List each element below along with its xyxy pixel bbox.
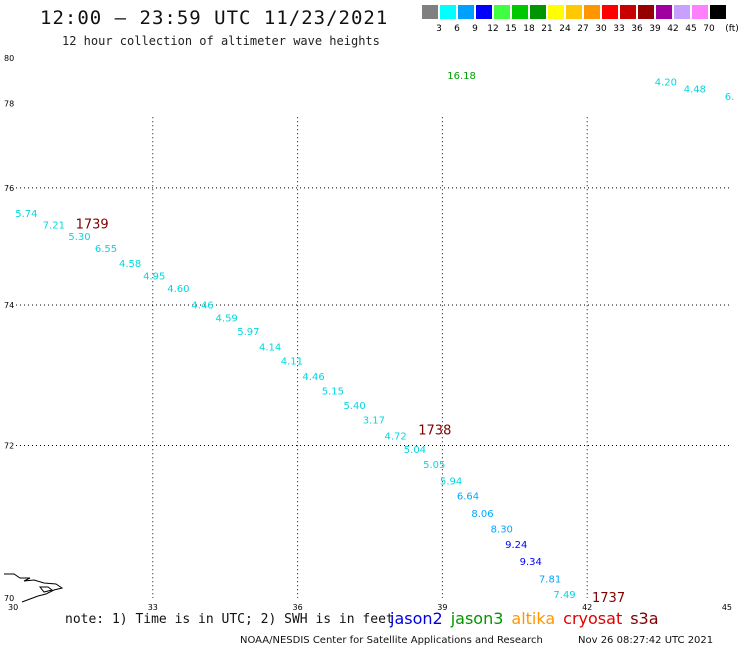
legend-swatch (656, 5, 672, 19)
legend-swatch (530, 5, 546, 19)
lon-tick-label: 39 (437, 603, 447, 612)
lat-tick-label: 80 (4, 54, 14, 63)
legend-label: 18 (523, 24, 535, 34)
map-grid (16, 117, 732, 598)
legend-swatch (692, 5, 708, 19)
swh-value: 5.05 (423, 460, 445, 471)
swh-value: 4.48 (684, 84, 706, 95)
legend-swatch (548, 5, 564, 19)
swh-value: 8.30 (491, 524, 513, 535)
legend-label: 42 (667, 24, 679, 34)
lon-tick-label: 42 (582, 603, 592, 612)
legend-swatch (674, 5, 690, 19)
pass-time-label: 1738 (418, 423, 451, 438)
legend-swatch (638, 5, 654, 19)
lat-tick-label: 78 (4, 99, 14, 108)
legend-unit: (ft) (725, 24, 739, 34)
swh-value: 7.49 (553, 590, 575, 601)
swh-value: 4.60 (167, 284, 189, 295)
lon-tick-label: 33 (148, 603, 158, 612)
legend-label: 21 (541, 24, 553, 34)
observation-labels: 16.184.204.486.5.747.215.306.554.584.954… (15, 71, 734, 601)
swh-value: 4.46 (302, 372, 324, 383)
legend-label: 3 (436, 24, 442, 34)
swh-value: 5.74 (15, 209, 37, 220)
lat-tick-label: 74 (4, 301, 14, 310)
legend-swatch (602, 5, 618, 19)
credit-line: NOAA/NESDIS Center for Satellite Applica… (240, 635, 543, 646)
swh-value: 9.34 (520, 557, 542, 568)
pass-time-label: 1739 (76, 217, 109, 232)
lon-tick-label: 45 (722, 603, 732, 612)
swh-value: 5.04 (404, 445, 426, 456)
map-title: 12:00 — 23:59 UTC 11/23/2021 (40, 7, 389, 29)
swh-value: 7.81 (539, 575, 561, 586)
swh-value: 4.58 (119, 259, 141, 270)
swh-value: 5.94 (440, 476, 462, 487)
legend-label: 33 (613, 24, 625, 34)
legend-label: 39 (649, 24, 661, 34)
lat-tick-label: 72 (4, 441, 14, 450)
swh-value: 4.95 (143, 271, 165, 282)
map-subtitle: 12 hour collection of altimeter wave hei… (62, 34, 380, 48)
swh-value: 9.24 (505, 540, 527, 551)
legend-swatch (620, 5, 636, 19)
legend-swatch (476, 5, 492, 19)
legend-swatch (422, 5, 438, 19)
swh-value: 5.30 (68, 232, 90, 243)
swh-value: 4.14 (259, 343, 281, 354)
legend-label: 27 (577, 24, 589, 34)
legend-label: 15 (505, 24, 517, 34)
axis-labels: 30 33 36 39 42 45 70 72 74 76 78 80 (4, 54, 732, 612)
legend-label: 30 (595, 24, 607, 34)
satellite-name: s3a (630, 609, 659, 628)
legend-label: 45 (685, 24, 697, 34)
swh-value: 4.20 (655, 77, 677, 88)
satellite-name: jason2 (390, 609, 443, 628)
footer-note: note: 1) Time is in UTC; 2) SWH is in fe… (65, 612, 394, 627)
lat-tick-label: 76 (4, 184, 14, 193)
legend-swatch (710, 5, 726, 19)
swh-value: 4.59 (216, 314, 238, 325)
satellite-name: altika (511, 609, 556, 628)
legend-swatch (440, 5, 456, 19)
lon-tick-label: 36 (293, 603, 303, 612)
satellite-name: jason3 (450, 609, 504, 628)
time-marks: 1739 1738 1737 (76, 217, 626, 605)
legend-label: 12 (487, 24, 499, 34)
swh-value: 5.40 (343, 401, 365, 412)
legend-label: 9 (472, 24, 478, 34)
legend-swatch (584, 5, 600, 19)
swh-value: 6.64 (457, 492, 479, 503)
swh-value: 8.06 (471, 509, 493, 520)
swh-value: 3.17 (363, 415, 385, 426)
swh-value: 4.11 (281, 357, 303, 368)
swh-value: 4.72 (384, 432, 406, 443)
swh-value: 6.55 (95, 244, 117, 255)
lat-tick-label: 70 (4, 594, 14, 603)
legend-swatch (494, 5, 510, 19)
swh-value: 4.46 (191, 300, 213, 311)
swh-value: 6. (725, 92, 735, 103)
swh-value: 5.15 (322, 386, 344, 397)
legend-swatch (458, 5, 474, 19)
legend-label: 24 (559, 24, 571, 34)
satellite-name: cryosat (563, 609, 623, 628)
swh-value: 16.18 (447, 71, 476, 82)
generated-timestamp: Nov 26 08:27:42 UTC 2021 (578, 635, 714, 646)
swh-value: 5.97 (237, 327, 259, 338)
coastline (4, 573, 64, 603)
legend-swatch (566, 5, 582, 19)
legend-label: 6 (454, 24, 460, 34)
legend-label: 36 (631, 24, 643, 34)
pass-time-label: 1737 (592, 591, 625, 606)
satellite-legend: jason2 jason3 altika cryosat s3a (390, 609, 667, 628)
legend-label: 70 (703, 24, 715, 34)
lon-tick-label: 30 (8, 603, 18, 612)
legend-swatch (512, 5, 528, 19)
swh-value: 7.21 (43, 220, 65, 231)
